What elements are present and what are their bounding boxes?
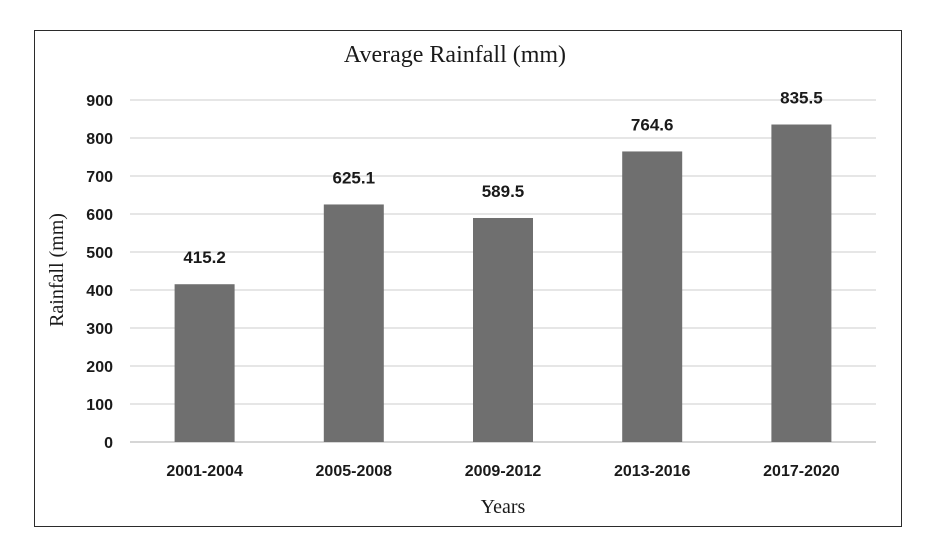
gridlines [130, 99, 876, 443]
y-tick-label: 900 [86, 93, 113, 110]
bar-2001-2004 [174, 284, 235, 442]
bar-2017-2020 [771, 124, 832, 442]
data-label: 415.2 [183, 248, 226, 267]
data-label: 764.6 [631, 115, 674, 134]
chart-frame [34, 30, 902, 527]
x-tick-label: 2013-2016 [614, 463, 691, 480]
y-tick-label: 500 [86, 245, 113, 262]
y-axis-ticks: 0 100 200 300 400 500 600 700 800 900 [86, 93, 113, 452]
x-tick-label: 2001-2004 [166, 463, 243, 480]
x-axis-ticks: 2001-2004 2005-2008 2009-2012 2013-2016 2017… [166, 463, 839, 480]
x-tick-label: 2017-2020 [763, 463, 840, 480]
y-tick-label: 800 [86, 131, 113, 148]
data-label: 589.5 [482, 182, 525, 201]
bar-2009-2012 [473, 217, 533, 442]
bar-2013-2016 [622, 151, 683, 442]
data-label: 625.1 [333, 168, 376, 187]
bars [174, 124, 832, 442]
data-labels: 415.2 625.1 589.5 764.6 835.5 [183, 89, 822, 268]
bar-2005-2008 [323, 204, 384, 442]
y-tick-label: 600 [86, 207, 113, 224]
y-tick-label: 400 [86, 283, 113, 300]
y-tick-label: 0 [104, 435, 113, 452]
y-tick-label: 100 [86, 397, 113, 414]
x-tick-label: 2009-2012 [465, 463, 542, 480]
chart-title: Average Rainfall (mm) [344, 42, 566, 68]
y-tick-label: 200 [86, 359, 113, 376]
y-axis-title: Rainfall (mm) [46, 213, 68, 327]
y-tick-label: 700 [86, 169, 113, 186]
x-axis-title: Years [481, 496, 526, 518]
x-tick-label: 2005-2008 [316, 463, 393, 480]
data-label: 835.5 [780, 89, 823, 108]
y-tick-label: 300 [86, 321, 113, 338]
